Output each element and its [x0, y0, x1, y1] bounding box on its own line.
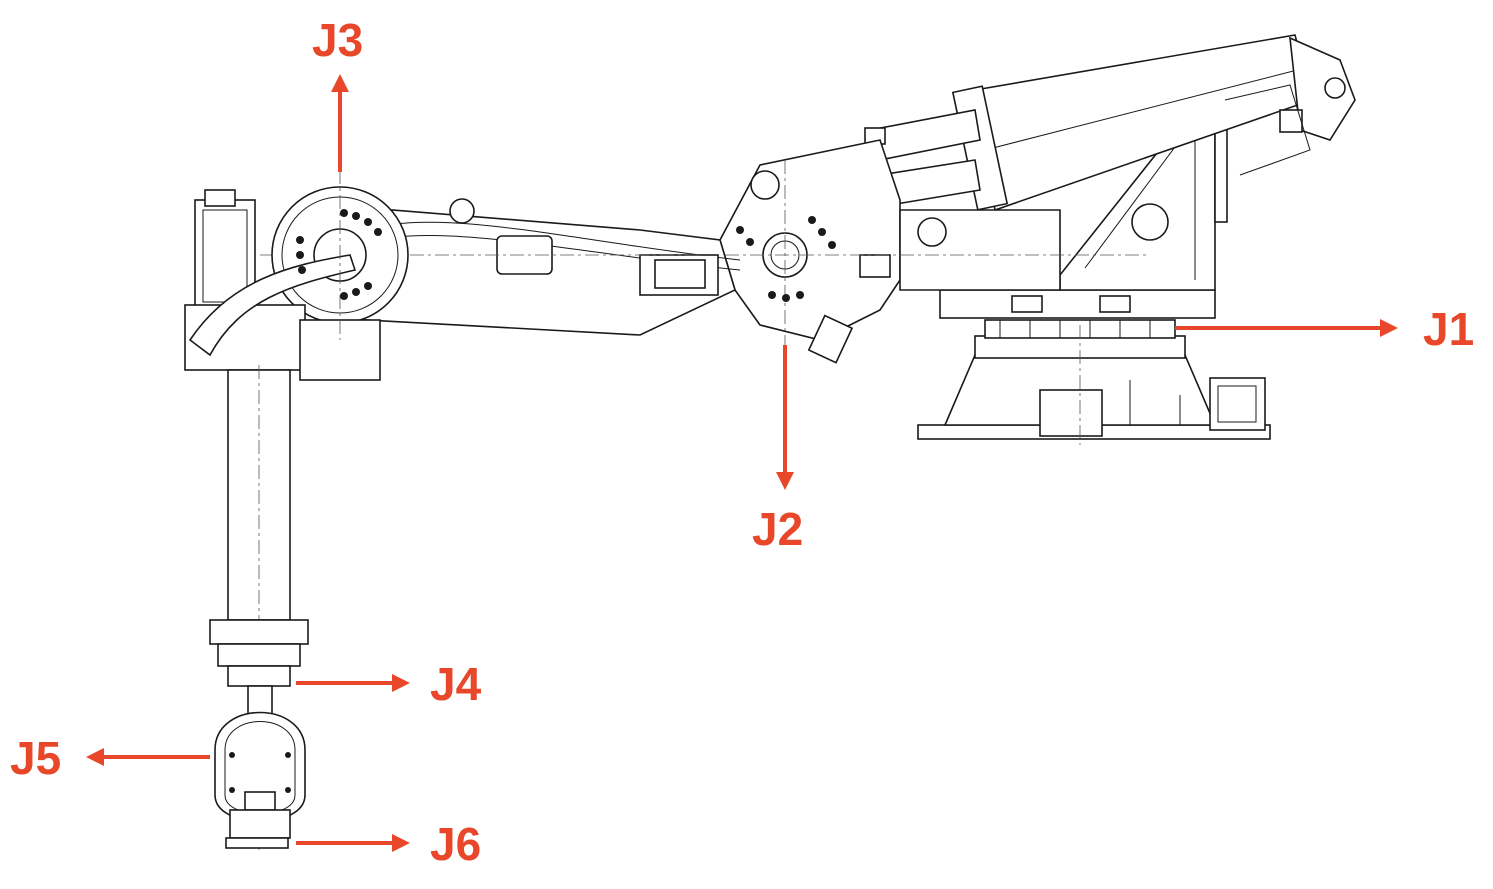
wrist-column: [209, 365, 309, 850]
j4-label: J4: [430, 658, 482, 710]
j2-arrow: [776, 345, 794, 490]
bolt-holes: [229, 209, 836, 793]
j6-arrow: [296, 834, 410, 852]
wrist-assembly: [214, 685, 306, 849]
lower-arm: [650, 139, 1150, 364]
counterbalance-cylinder: [864, 34, 1356, 212]
j5-arrow: [86, 748, 210, 766]
j3-label: J3: [312, 14, 363, 66]
j2-label: J2: [752, 503, 803, 555]
j1-label: J1: [1423, 303, 1474, 355]
j4-arrow: [296, 674, 410, 692]
elbow-housing: [184, 170, 409, 381]
j1-arrow: [1175, 319, 1398, 337]
j3-arrow: [331, 74, 349, 172]
j5-label: J5: [10, 732, 61, 784]
j6-label: J6: [430, 818, 481, 870]
robot-base: [917, 300, 1271, 445]
upper-arm: [260, 198, 741, 336]
